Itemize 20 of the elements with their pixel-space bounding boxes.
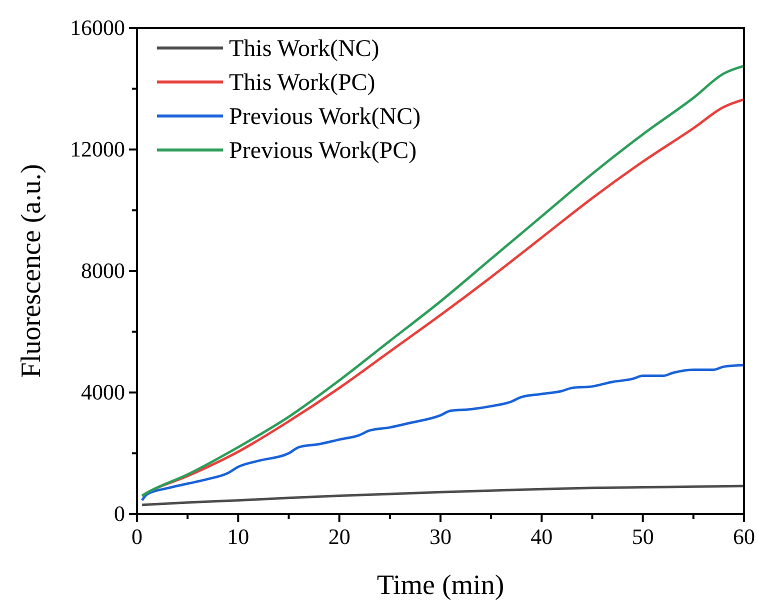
y-tick-label: 4000 <box>81 380 125 404</box>
x-tick-label: 50 <box>632 524 654 549</box>
legend-label: This Work(PC) <box>229 70 376 96</box>
y-tick-label: 16000 <box>70 15 125 40</box>
x-tick-label: 10 <box>227 524 250 549</box>
x-tick-label: 30 <box>430 524 452 549</box>
legend-label: Previous Work(NC) <box>229 104 421 130</box>
y-axis-title: Fluorescence (a.u.) <box>16 164 47 378</box>
line-series <box>140 364 746 502</box>
y-tick-label: 8000 <box>81 258 125 283</box>
y-tick-label: 0 <box>114 501 125 526</box>
x-tick-label: 20 <box>328 524 350 549</box>
x-tick-label: 0 <box>132 524 142 549</box>
legend-label: Previous Work(PC) <box>229 138 417 164</box>
line-series <box>140 484 746 506</box>
legend-label: This Work(NC) <box>229 36 380 62</box>
x-axis-title: Time (min) <box>376 570 504 601</box>
y-tick-label: 12000 <box>70 136 125 162</box>
x-tick-label: 60 <box>733 524 755 549</box>
x-tick-label: 40 <box>530 524 553 549</box>
